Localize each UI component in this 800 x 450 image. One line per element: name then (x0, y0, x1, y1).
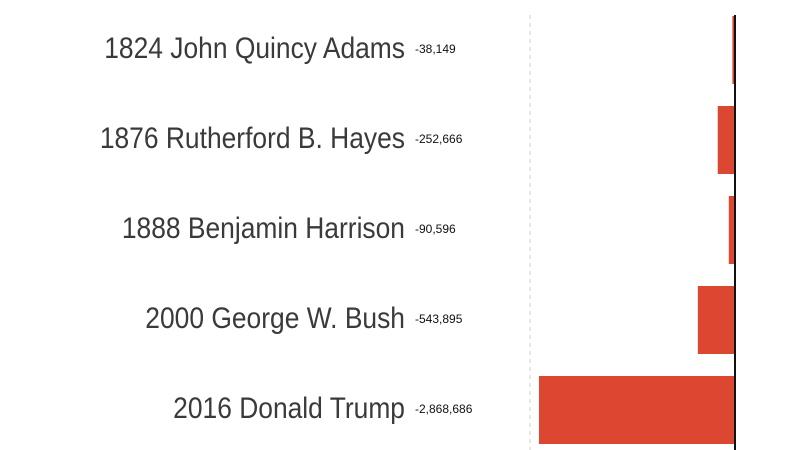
category-label: 2016 Donald Trump (173, 390, 405, 424)
value-label: -2,868,686 (415, 402, 473, 416)
bar (538, 376, 735, 444)
value-label: -252,666 (415, 132, 463, 146)
value-label: -38,149 (415, 42, 456, 56)
bar (717, 106, 735, 174)
bar (728, 196, 735, 264)
value-label: -543,895 (415, 312, 463, 326)
category-label: 1888 Benjamin Harrison (122, 210, 405, 244)
category-label: 2000 George W. Bush (145, 300, 405, 334)
bar (732, 16, 735, 84)
category-label: 1876 Rutherford B. Hayes (100, 120, 405, 154)
value-label: -90,596 (415, 222, 456, 236)
bar (697, 286, 735, 354)
category-label: 1824 John Quincy Adams (104, 30, 405, 64)
